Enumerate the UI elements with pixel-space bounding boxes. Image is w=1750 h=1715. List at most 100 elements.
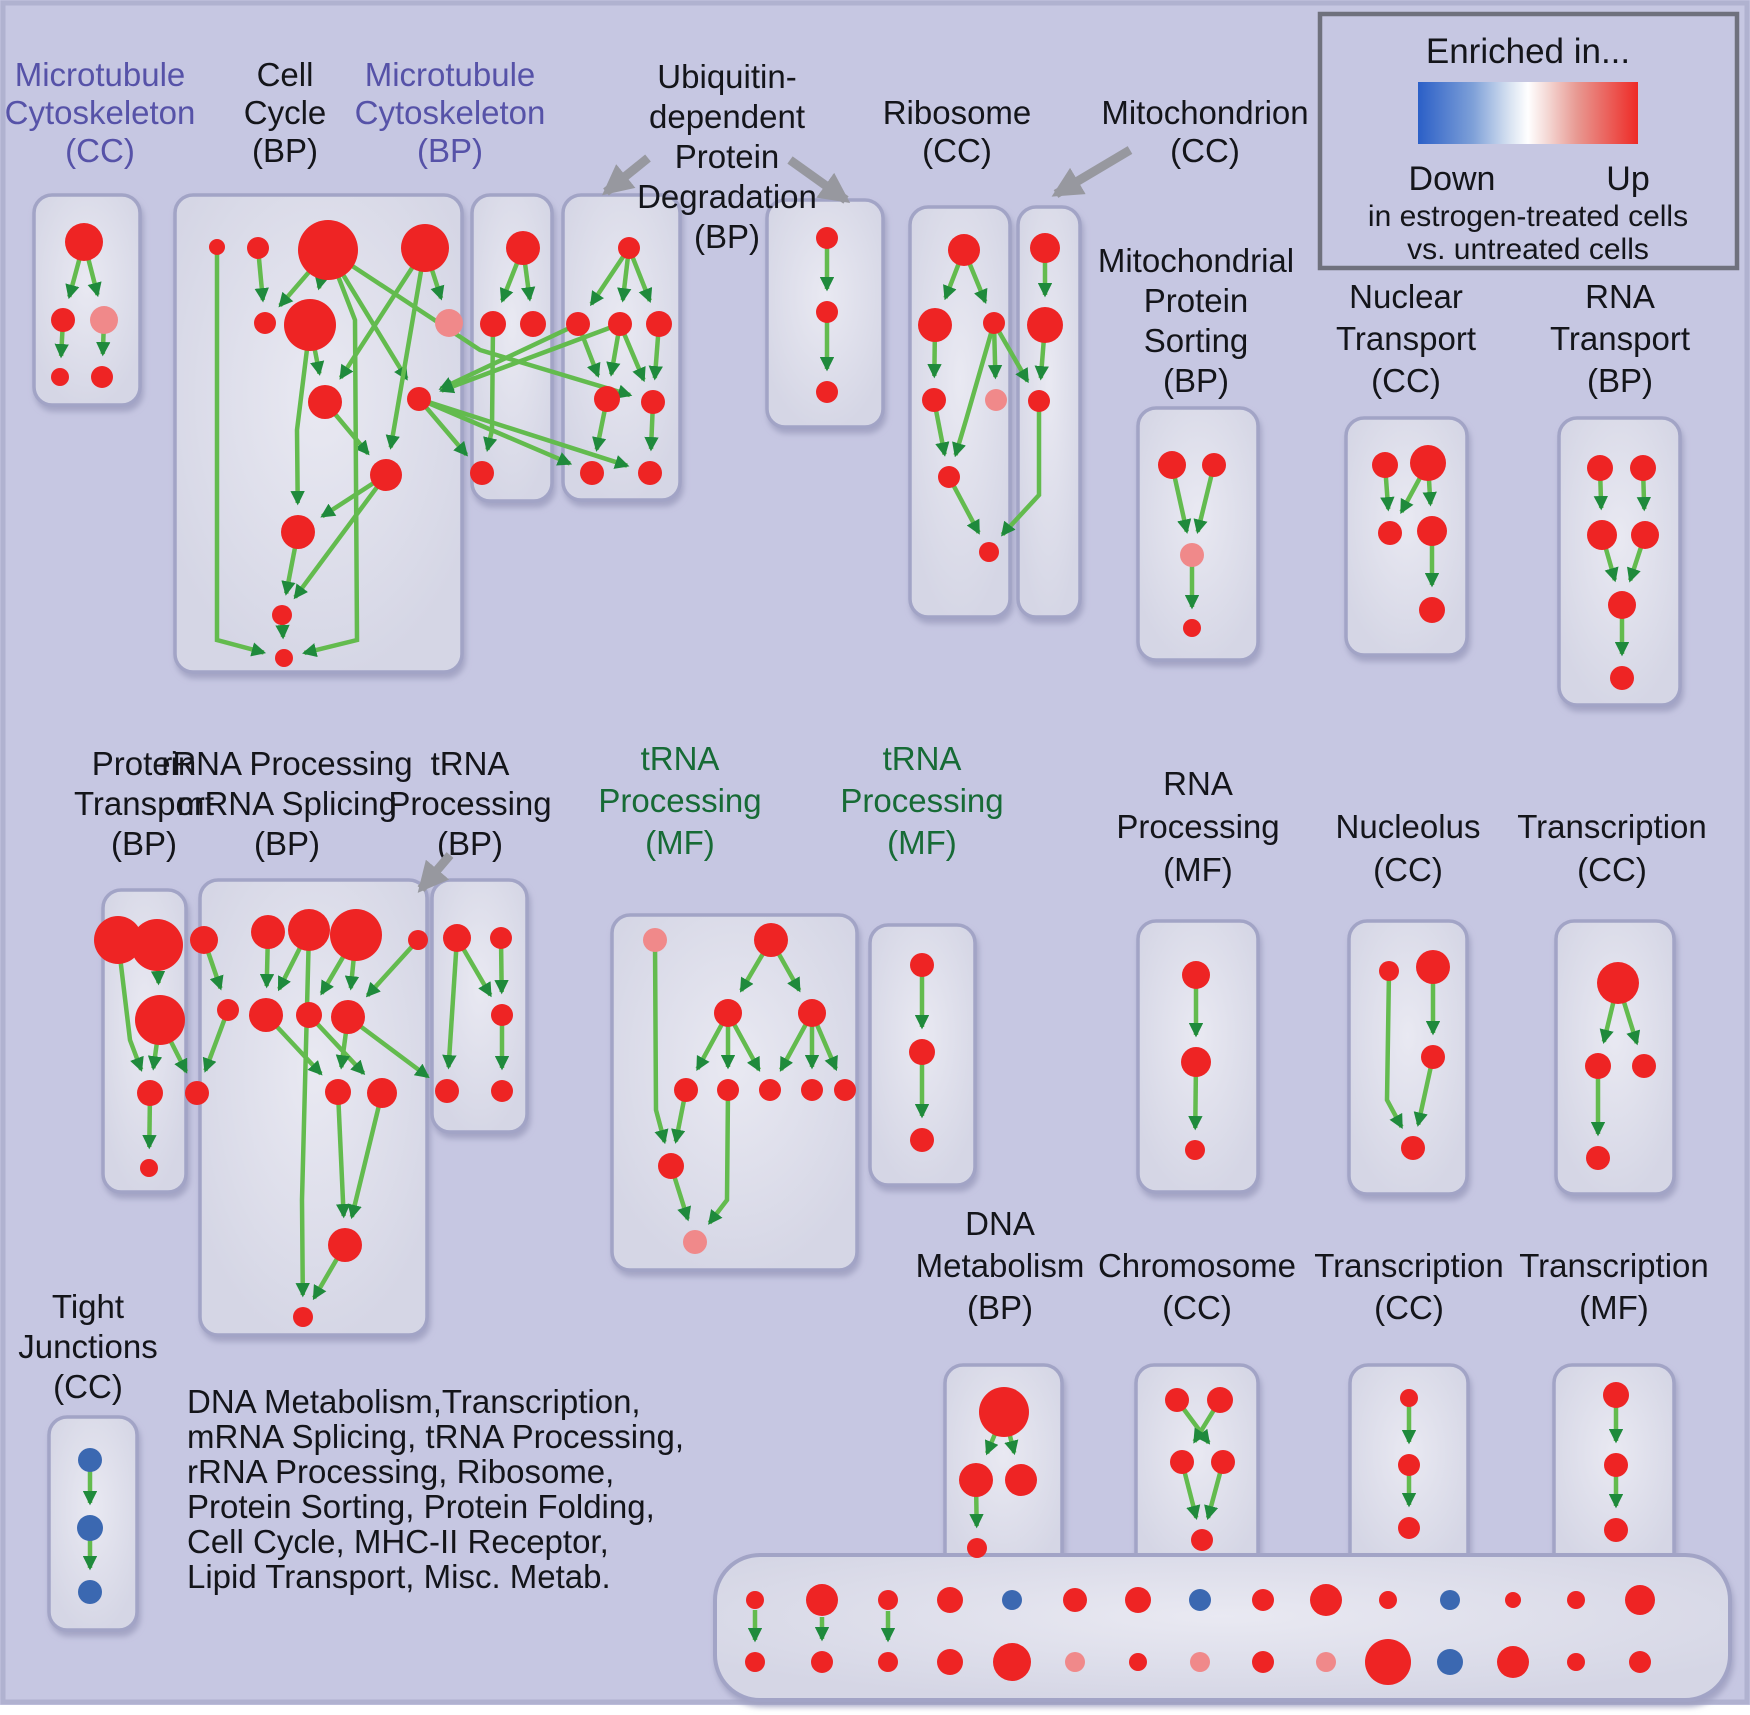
figure-bottom-margin <box>0 1705 1750 1715</box>
cluster-box-misc-terms <box>713 1553 1732 1702</box>
go-term-node-cell-cycle-10 <box>281 515 315 549</box>
go-term-node-nuclear-transport-0 <box>1372 452 1398 478</box>
go-term-node-nuclear-transport-3 <box>1417 516 1447 546</box>
cluster-label-line: Processing <box>840 782 1003 819</box>
cluster-label-protein-transport: Protein Transport (BP) <box>74 745 214 862</box>
go-term-node-rrna-mrna-13 <box>293 1307 313 1327</box>
go-term-node-trna-bp-3 <box>435 1079 459 1103</box>
cluster-label-cell-cycle: Cell Cycle (BP) <box>244 56 327 169</box>
go-term-node-trna-mf-large-4 <box>674 1078 698 1102</box>
edge-ribosome <box>952 322 997 458</box>
go-term-node-transcription-cc-mid-0 <box>1597 962 1639 1004</box>
cluster-label-microtubule-cc: Microtubule Cytoskeleton (CC) <box>5 56 196 169</box>
go-term-node-ribosome-2 <box>983 312 1005 334</box>
go-term-node-ubiquitin-chain-1 <box>816 301 838 323</box>
cluster-label-line: tRNA <box>641 740 720 777</box>
go-term-node-chromosome-3 <box>1211 1450 1235 1474</box>
go-term-node-misc-top-5 <box>1063 1588 1087 1612</box>
go-term-node-trna-mf-small-0 <box>910 953 934 977</box>
cluster-label-mitochondrion: Mitochondrion (CC) <box>1101 94 1308 169</box>
go-term-node-mitochondrion-2 <box>1028 390 1050 412</box>
go-term-node-transcription-mf-2 <box>1604 1518 1628 1542</box>
go-term-node-microtubule-bp-0 <box>506 231 540 265</box>
go-term-node-rna-processing-mf-0 <box>1182 961 1210 989</box>
legend-down-label: Down <box>1409 160 1496 198</box>
go-term-node-trna-mf-large-2 <box>714 999 742 1027</box>
go-term-node-nucleolus-1 <box>1416 950 1450 984</box>
cluster-label-transcription-cc-low: Transcription (CC) <box>1314 1247 1504 1326</box>
go-term-node-ubiquitin-network-2 <box>608 312 632 336</box>
go-term-node-misc-bottom-10 <box>1365 1639 1411 1685</box>
cluster-label-line: (CC) <box>1374 1289 1444 1326</box>
cross-edge-6 <box>992 321 1030 384</box>
go-term-node-trna-mf-large-8 <box>834 1079 856 1101</box>
go-term-node-trna-mf-large-0 <box>643 928 667 952</box>
legend-up-label: Up <box>1606 160 1649 198</box>
cluster-label-line: Transport <box>1336 320 1476 357</box>
cluster-box-rna-transport <box>1557 416 1682 707</box>
go-term-node-cell-cycle-9 <box>370 459 402 491</box>
go-term-node-cell-cycle-12 <box>275 649 293 667</box>
cluster-label-line: (BP) <box>1163 362 1229 399</box>
go-term-node-protein-transport-1 <box>131 919 183 971</box>
go-term-node-transcription-cc-mid-1 <box>1585 1053 1611 1079</box>
cluster-label-line: Tight <box>52 1288 124 1325</box>
go-term-node-transcription-cc-low-2 <box>1398 1517 1420 1539</box>
cluster-label-line: rRNA Processing <box>161 745 412 782</box>
cross-edge-1 <box>439 321 621 394</box>
go-term-node-misc-bottom-4 <box>993 1643 1031 1681</box>
edge-cell-cycle <box>385 247 428 450</box>
go-term-node-tight-junctions-0 <box>78 1448 102 1472</box>
edge-cell-cycle <box>302 249 360 658</box>
cluster-label-line: RNA <box>1163 765 1233 802</box>
go-term-node-nucleolus-2 <box>1421 1045 1445 1069</box>
cluster-label-nucleolus: Nucleolus (CC) <box>1336 808 1481 888</box>
mitochondrion-arrow <box>1051 146 1133 198</box>
misc-terms-note-line: Protein Sorting, Protein Folding, <box>187 1488 655 1525</box>
go-term-node-rna-transport-4 <box>1608 591 1636 619</box>
cluster-label-line: Mitochondrial <box>1098 242 1294 279</box>
go-term-node-rrna-mrna-4 <box>408 930 428 950</box>
cluster-label-line: RNA <box>1585 278 1655 315</box>
go-term-node-ribosome-5 <box>938 466 960 488</box>
cluster-label-line: dependent <box>649 98 805 135</box>
go-term-node-protein-transport-3 <box>137 1080 163 1106</box>
edge-ubiquitin-network <box>589 246 631 307</box>
go-term-node-misc-bottom-9 <box>1316 1652 1336 1672</box>
legend-subtitle-2: vs. untreated cells <box>1407 233 1649 266</box>
go-term-node-microtubule-cc-1 <box>51 308 75 332</box>
cluster-label-rna-processing-mf: RNA Processing (MF) <box>1116 765 1279 888</box>
go-term-node-nucleolus-0 <box>1379 961 1399 981</box>
go-term-node-rrna-mrna-6 <box>249 998 283 1032</box>
edge-rrna-mrna <box>307 1013 366 1076</box>
go-term-node-nuclear-transport-1 <box>1410 445 1446 481</box>
cluster-label-line: (BP) <box>417 132 483 169</box>
go-term-node-misc-top-1 <box>806 1584 838 1616</box>
go-term-node-ribosome-1 <box>918 308 952 342</box>
go-term-node-misc-bottom-11 <box>1437 1649 1463 1675</box>
cluster-label-line: Metabolism <box>916 1247 1085 1284</box>
go-term-node-misc-top-14 <box>1625 1585 1655 1615</box>
edge-cell-cycle <box>293 473 388 600</box>
cluster-box-transcription-cc-mid <box>1554 919 1676 1196</box>
go-term-node-ribosome-0 <box>948 234 980 266</box>
go-term-node-dna-metabolism-3 <box>967 1538 987 1558</box>
go-term-node-chromosome-0 <box>1165 1388 1189 1412</box>
go-term-node-microtubule-cc-2 <box>90 306 118 334</box>
cluster-label-ribosome: Ribosome (CC) <box>883 94 1032 169</box>
go-term-node-chromosome-1 <box>1207 1387 1233 1413</box>
cluster-label-line: (MF) <box>645 824 715 861</box>
go-term-node-ribosome-4 <box>985 389 1007 411</box>
go-term-node-misc-top-0 <box>746 1591 764 1609</box>
cross-edge-3 <box>418 396 573 466</box>
ubiquitin-left-arrow <box>602 154 651 196</box>
misc-terms-note-line: Lipid Transport, Misc. Metab. <box>187 1558 611 1595</box>
cluster-label-line: Junctions <box>18 1328 157 1365</box>
cluster-label-line: Protein <box>92 745 197 782</box>
go-term-node-misc-bottom-5 <box>1065 1652 1085 1672</box>
cluster-label-ubiquitin-network: Ubiquitin-dependent Protein Degradation (BP… <box>637 58 817 255</box>
go-term-node-trna-mf-large-10 <box>683 1230 707 1254</box>
go-term-node-misc-top-11 <box>1440 1590 1460 1610</box>
go-term-node-misc-bottom-3 <box>937 1649 963 1675</box>
go-term-node-trna-bp-4 <box>491 1080 513 1102</box>
